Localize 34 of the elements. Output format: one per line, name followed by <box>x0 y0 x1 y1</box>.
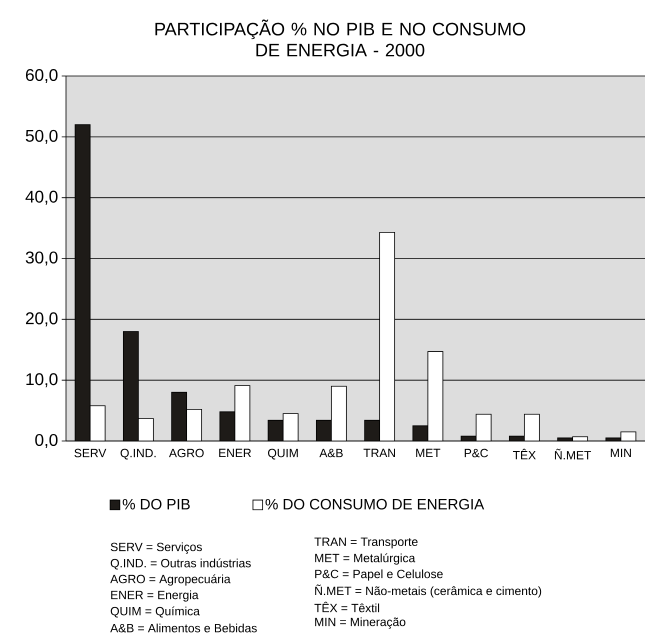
text: SERV = Serviços <box>110 542 202 554</box>
y-tick-label: 0,0 <box>35 434 58 448</box>
x-tick-label: SERV <box>74 448 106 458</box>
x-tick-label: Ñ.MET <box>554 448 592 460</box>
text: ENER = Energia <box>111 590 199 602</box>
text: TÊX = Têxtil <box>314 602 380 612</box>
legend-label: % DO PIB <box>122 498 190 510</box>
text: QUIM = Química <box>110 606 200 618</box>
y-tick-label: 60,0 <box>26 68 58 84</box>
text: MET = Metalúrgica <box>315 553 416 565</box>
text: MIN = Mineração <box>315 617 406 629</box>
y-tick-label: 30,0 <box>26 251 58 266</box>
x-tick-label: MIN <box>610 448 631 458</box>
x-tick-label: AGRO <box>168 448 204 458</box>
y-tick-label: 10,0 <box>26 373 58 388</box>
x-tick-label: QUIM <box>268 448 298 460</box>
x-tick-label: TÊX <box>512 448 536 460</box>
x-tick-label: P&C <box>464 448 488 458</box>
x-tick-label: Q.IND. <box>120 448 156 460</box>
chart-title: PARTICIPAÇÃO % NO PIB E NO CONSUMO DE ENERGIA - 2000 <box>155 20 526 56</box>
text: Q.IND. = Outras indústrias <box>110 558 251 570</box>
text: AGRO = Agropecuária <box>110 574 231 586</box>
text: P&C = Papel e Celulose <box>315 569 443 581</box>
x-tick-label: A&B <box>319 448 343 458</box>
y-tick-label: 20,0 <box>26 312 58 326</box>
x-tick-label: MET <box>416 448 440 458</box>
text: Ñ.MET = Não-metais (cerâmica e cimento) <box>315 584 542 598</box>
x-tick-label: TRAN <box>364 448 395 458</box>
x-tick-label: ENER <box>219 448 251 458</box>
text: TRAN = Transporte <box>314 538 418 548</box>
y-tick-label: 50,0 <box>26 130 58 144</box>
legend-label: % DO CONSUMO DE ENERGIA <box>266 498 484 510</box>
text: A&B = Alimentos e Bebidas <box>110 624 257 632</box>
y-tick-label: 40,0 <box>26 190 58 205</box>
